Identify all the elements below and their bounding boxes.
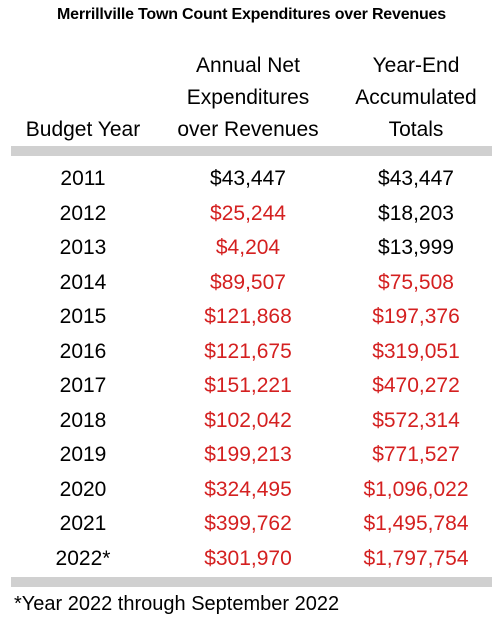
accumulated-total-cell: $1,797,754 <box>363 546 469 570</box>
annual-net-cell: $399,762 <box>204 512 292 535</box>
table-title: Merrillville Town Count Expenditures ove… <box>57 6 446 23</box>
table-row: 2021 $399,762 $1,495,784 <box>0 507 503 542</box>
accumulated-total-cell: $470,272 <box>372 374 460 397</box>
footer-divider-bar <box>11 577 492 587</box>
footnote: *Year 2022 through September 2022 <box>14 593 340 615</box>
annual-net-cell: $324,495 <box>204 477 292 501</box>
accumulated-total-cell: $1,495,784 <box>363 512 469 535</box>
annual-net-cell: $89,507 <box>210 270 286 294</box>
year-cell: 2011 <box>60 167 106 190</box>
annual-net-cell: $301,970 <box>204 546 292 570</box>
accumulated-total-cell: $1,096,022 <box>363 477 469 501</box>
table-row: 2015 $121,868 $197,376 <box>0 300 503 335</box>
year-cell: 2012 <box>59 201 107 225</box>
annual-net-cell: $121,675 <box>204 339 292 363</box>
header-line: Year-End <box>372 54 460 77</box>
year-cell: 2019 <box>59 443 107 466</box>
table-row: 2011 $43,447 $43,447 <box>0 162 503 197</box>
table-row: 2018 $102,042 $572,314 <box>0 404 503 439</box>
year-cell: 2017 <box>59 374 107 397</box>
accumulated-total-cell: $13,999 <box>378 236 454 259</box>
table-row: 2013 $4,204 $13,999 <box>0 231 503 266</box>
annual-net-cell: $102,042 <box>204 408 292 432</box>
year-cell: 2021 <box>59 512 107 535</box>
header-divider-bar <box>11 146 492 156</box>
annual-net-cell: $121,868 <box>204 305 292 328</box>
header-line: Budget Year <box>25 118 141 141</box>
accumulated-total-cell: $43,447 <box>378 167 454 190</box>
header-line: over Revenues <box>177 118 319 141</box>
year-cell: 2020 <box>59 477 107 501</box>
accumulated-total-cell: $197,376 <box>372 305 460 328</box>
year-cell: 2018 <box>59 408 107 432</box>
header-line: Totals <box>388 118 444 141</box>
table-row: 2012 $25,244 $18,203 <box>0 197 503 232</box>
header-line: Accumulated <box>355 86 477 109</box>
year-cell: 2022* <box>55 546 111 570</box>
table-body: 2011 $43,447 $43,447 2012 $25,244 $18,203 2013… <box>0 162 503 576</box>
annual-net-cell: $199,213 <box>204 443 292 466</box>
header-budget-year: Budget Year <box>10 46 156 146</box>
accumulated-total-cell: $572,314 <box>372 408 460 432</box>
header-accumulated-totals: Year-End Accumulated Totals <box>336 46 496 146</box>
annual-net-cell: $25,244 <box>210 201 286 225</box>
accumulated-total-cell: $771,527 <box>372 443 460 466</box>
accumulated-total-cell: $18,203 <box>378 201 454 225</box>
table-row: 2019 $199,213 $771,527 <box>0 438 503 473</box>
accumulated-total-cell: $75,508 <box>378 270 454 294</box>
annual-net-cell: $151,221 <box>204 374 292 397</box>
year-cell: 2014 <box>59 270 107 294</box>
header-line: Annual Net <box>196 54 300 77</box>
year-cell: 2016 <box>59 339 107 363</box>
table-row: 2016 $121,675 $319,051 <box>0 335 503 370</box>
year-cell: 2013 <box>59 236 107 259</box>
annual-net-cell: $43,447 <box>210 167 286 190</box>
table-row: 2022* $301,970 $1,797,754 <box>0 542 503 577</box>
header-line: Expenditures <box>186 86 310 109</box>
annual-net-cell: $4,204 <box>215 236 281 259</box>
table-row: 2020 $324,495 $1,096,022 <box>0 473 503 508</box>
header-annual-net: Annual Net Expenditures over Revenues <box>160 46 336 146</box>
table-row: 2014 $89,507 $75,508 <box>0 266 503 301</box>
year-cell: 2015 <box>59 305 107 328</box>
accumulated-total-cell: $319,051 <box>372 339 460 363</box>
table-row: 2017 $151,221 $470,272 <box>0 369 503 404</box>
